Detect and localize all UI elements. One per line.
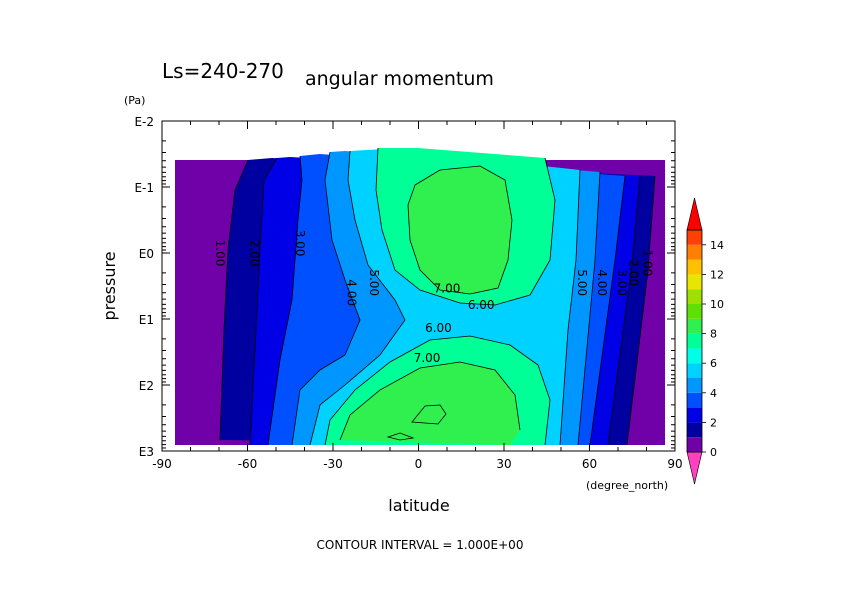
band-7-8-lower <box>340 362 520 445</box>
contour-label: 7.00 <box>434 282 461 296</box>
contour-4 <box>291 151 361 446</box>
x-axis-label: latitude <box>388 496 449 515</box>
contour-label: 2.00 <box>626 259 640 286</box>
colorbar-tick-label: 6 <box>710 357 717 370</box>
colorbar-cell <box>687 259 702 275</box>
colorbar-tick-label: 14 <box>710 239 724 252</box>
x-tick-label: 30 <box>496 457 511 471</box>
contour-7-upper <box>407 165 513 295</box>
colorbar-cell <box>687 230 702 245</box>
y-axis-label: pressure <box>100 251 119 320</box>
contour-interval-note: CONTOUR INTERVAL = 1.000E+00 <box>317 538 524 552</box>
x-unit: (degree_north) <box>586 479 668 492</box>
x-tick-label: -60 <box>238 457 258 471</box>
colorbar-over-arrow <box>686 197 703 231</box>
colorbar-cell <box>687 333 702 349</box>
contour-lines <box>219 147 656 446</box>
x-tick-labels: -90 -60 -30 0 30 60 90 <box>152 457 682 471</box>
contour-6-lower <box>324 335 551 446</box>
contour-label: 5.00 <box>575 269 589 296</box>
colorbar-tick-label: 10 <box>710 298 724 311</box>
x-tick-label: 90 <box>667 457 682 471</box>
colorbar-tick-label: 0 <box>710 446 717 459</box>
y-tick-label: E-1 <box>134 181 154 195</box>
contour-label: 4.00 <box>344 279 358 306</box>
colorbar-cell <box>687 392 702 408</box>
colorbar-cell <box>687 244 702 260</box>
colorbar-frame <box>686 229 703 453</box>
contour-8-tiny <box>386 432 415 441</box>
contour-3-right <box>589 175 626 446</box>
contour-label: 2.00 <box>247 240 261 267</box>
contour-label: 3.00 <box>615 269 629 296</box>
colorbar-cell <box>687 289 702 304</box>
contour-1-right <box>626 175 656 446</box>
chart-subtitle: Ls=240-270 <box>162 59 284 83</box>
colorbar-cell <box>687 363 702 378</box>
contour-4-right <box>577 171 601 446</box>
colorbar-cell <box>687 422 702 438</box>
y-tick-label: E2 <box>139 379 154 393</box>
axis-ticks <box>161 120 676 452</box>
contour-5 <box>309 150 406 446</box>
contour-2 <box>249 157 278 446</box>
band-7-8-upper <box>408 166 512 294</box>
contour-label: 6.00 <box>468 298 495 312</box>
contour-label: 5.00 <box>367 269 381 296</box>
contour-label: 7.00 <box>414 351 441 365</box>
contour-6-upper <box>375 147 556 306</box>
colorbar-cell <box>687 407 702 423</box>
contour-1 <box>219 159 249 441</box>
y-tick-label: E3 <box>139 445 154 459</box>
contour-label: 1.00 <box>641 250 655 277</box>
colorbar-cell <box>687 274 702 290</box>
contour-3 <box>267 155 303 446</box>
x-tick-label: -30 <box>323 457 343 471</box>
colorbar-cell <box>687 437 702 452</box>
colorbar-tick-label: 2 <box>710 416 717 429</box>
y-tick-label: E1 <box>139 313 154 327</box>
contour-labels: 1.00 2.00 3.004.00 5.00 7.006.006.007.005.00… <box>213 230 655 365</box>
x-tick-label: 60 <box>582 457 597 471</box>
contour-label: 1.00 <box>213 240 227 267</box>
colorbar-tick-label: 12 <box>710 268 724 281</box>
y-tick-label: E0 <box>139 247 154 261</box>
x-tick-label: 0 <box>415 457 423 471</box>
y-tick-label: E-2 <box>134 115 154 129</box>
y-tick-labels: E-2 E-1 E0 E1 E2 E3 <box>134 115 154 459</box>
x-tick-label: -90 <box>152 457 172 471</box>
colorbar-cell <box>687 318 702 334</box>
colorbar-under-arrow <box>686 451 703 485</box>
contour-label: 6.00 <box>425 321 452 335</box>
contour-label: 4.00 <box>595 269 609 296</box>
contour-5-right <box>559 169 581 446</box>
contour-8-small <box>411 404 447 425</box>
colorbar: 0 2 4 6 8 10 12 14 <box>686 197 724 485</box>
colorbar-tick-label: 8 <box>710 328 717 341</box>
colorbar-cell <box>687 348 702 364</box>
contour-2-right <box>607 175 641 446</box>
colorbar-cell <box>687 304 702 319</box>
y-unit: (Pa) <box>124 94 145 107</box>
colorbar-cell <box>687 378 702 393</box>
contour-7-lower <box>339 361 521 441</box>
chart-title: angular momentum <box>305 68 494 90</box>
colorbar-tick-label: 4 <box>710 387 717 400</box>
contour-label: 3.00 <box>293 230 307 257</box>
